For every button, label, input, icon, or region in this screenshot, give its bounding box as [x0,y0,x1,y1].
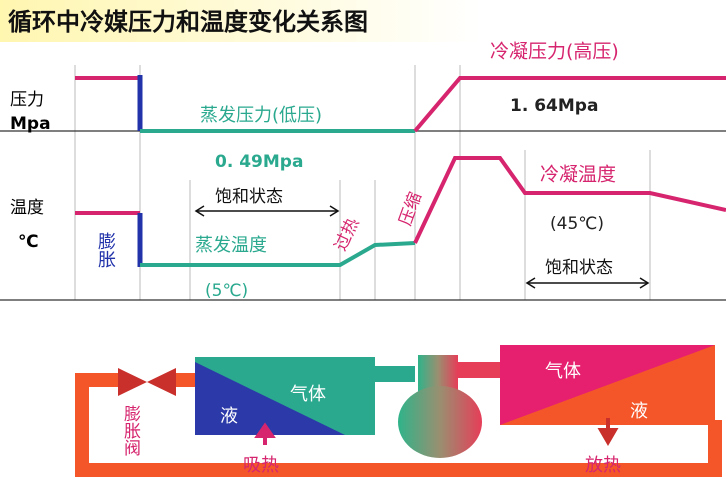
title-bg [0,0,480,42]
valve-label: 膨胀阀 [120,405,141,457]
curves [75,75,726,267]
evaporator-liquid [195,362,345,435]
high-pressure-label: 冷凝压力(高压) [490,41,619,63]
absorb-label: 吸热 [243,455,279,476]
condensing-temp-label: 冷凝温度 [540,164,616,186]
compression-label: 压缩 [396,190,426,229]
superheat-label: 过热 [331,215,363,254]
liquid-label: 液 [630,401,648,422]
saturation-label: 饱和状态 [215,187,283,207]
release-label: 放热 [585,455,621,476]
compressor [398,386,482,458]
gas-label: 气体 [290,384,326,405]
saturation-label: 饱和状态 [545,258,613,278]
evaporating-temp-value: (5℃) [205,281,248,301]
pressure-label: 压力 [10,90,44,110]
condenser-gas [500,345,715,425]
gas-label: 气体 [545,361,581,382]
heat-arrow [597,418,619,446]
low-pressure-value: 0. 49Mpa [215,152,303,172]
heat-arrow [254,422,276,445]
liquid-label: 液 [220,406,238,427]
valve [118,368,176,396]
temperature-unit: ℃ [18,232,39,252]
pressure-unit: Mpa [10,114,51,134]
expansion-label: 膨胀 [95,232,116,268]
pipe [75,373,722,477]
high-pressure-value: 1. 64Mpa [510,96,598,116]
axis-labels: 压力 Mpa 温度 ℃ [10,90,51,252]
condensing-temp-value: (45℃) [550,214,604,234]
saturation-arrow [194,205,340,217]
saturation-arrow [525,277,650,289]
evaporating-temp-label: 蒸发温度 [195,235,267,256]
low-pressure-label: 蒸发压力(低压) [200,105,322,126]
title: 循环中冷媒压力和温度变化关系图 [8,8,368,36]
temperature-label: 温度 [10,198,44,218]
